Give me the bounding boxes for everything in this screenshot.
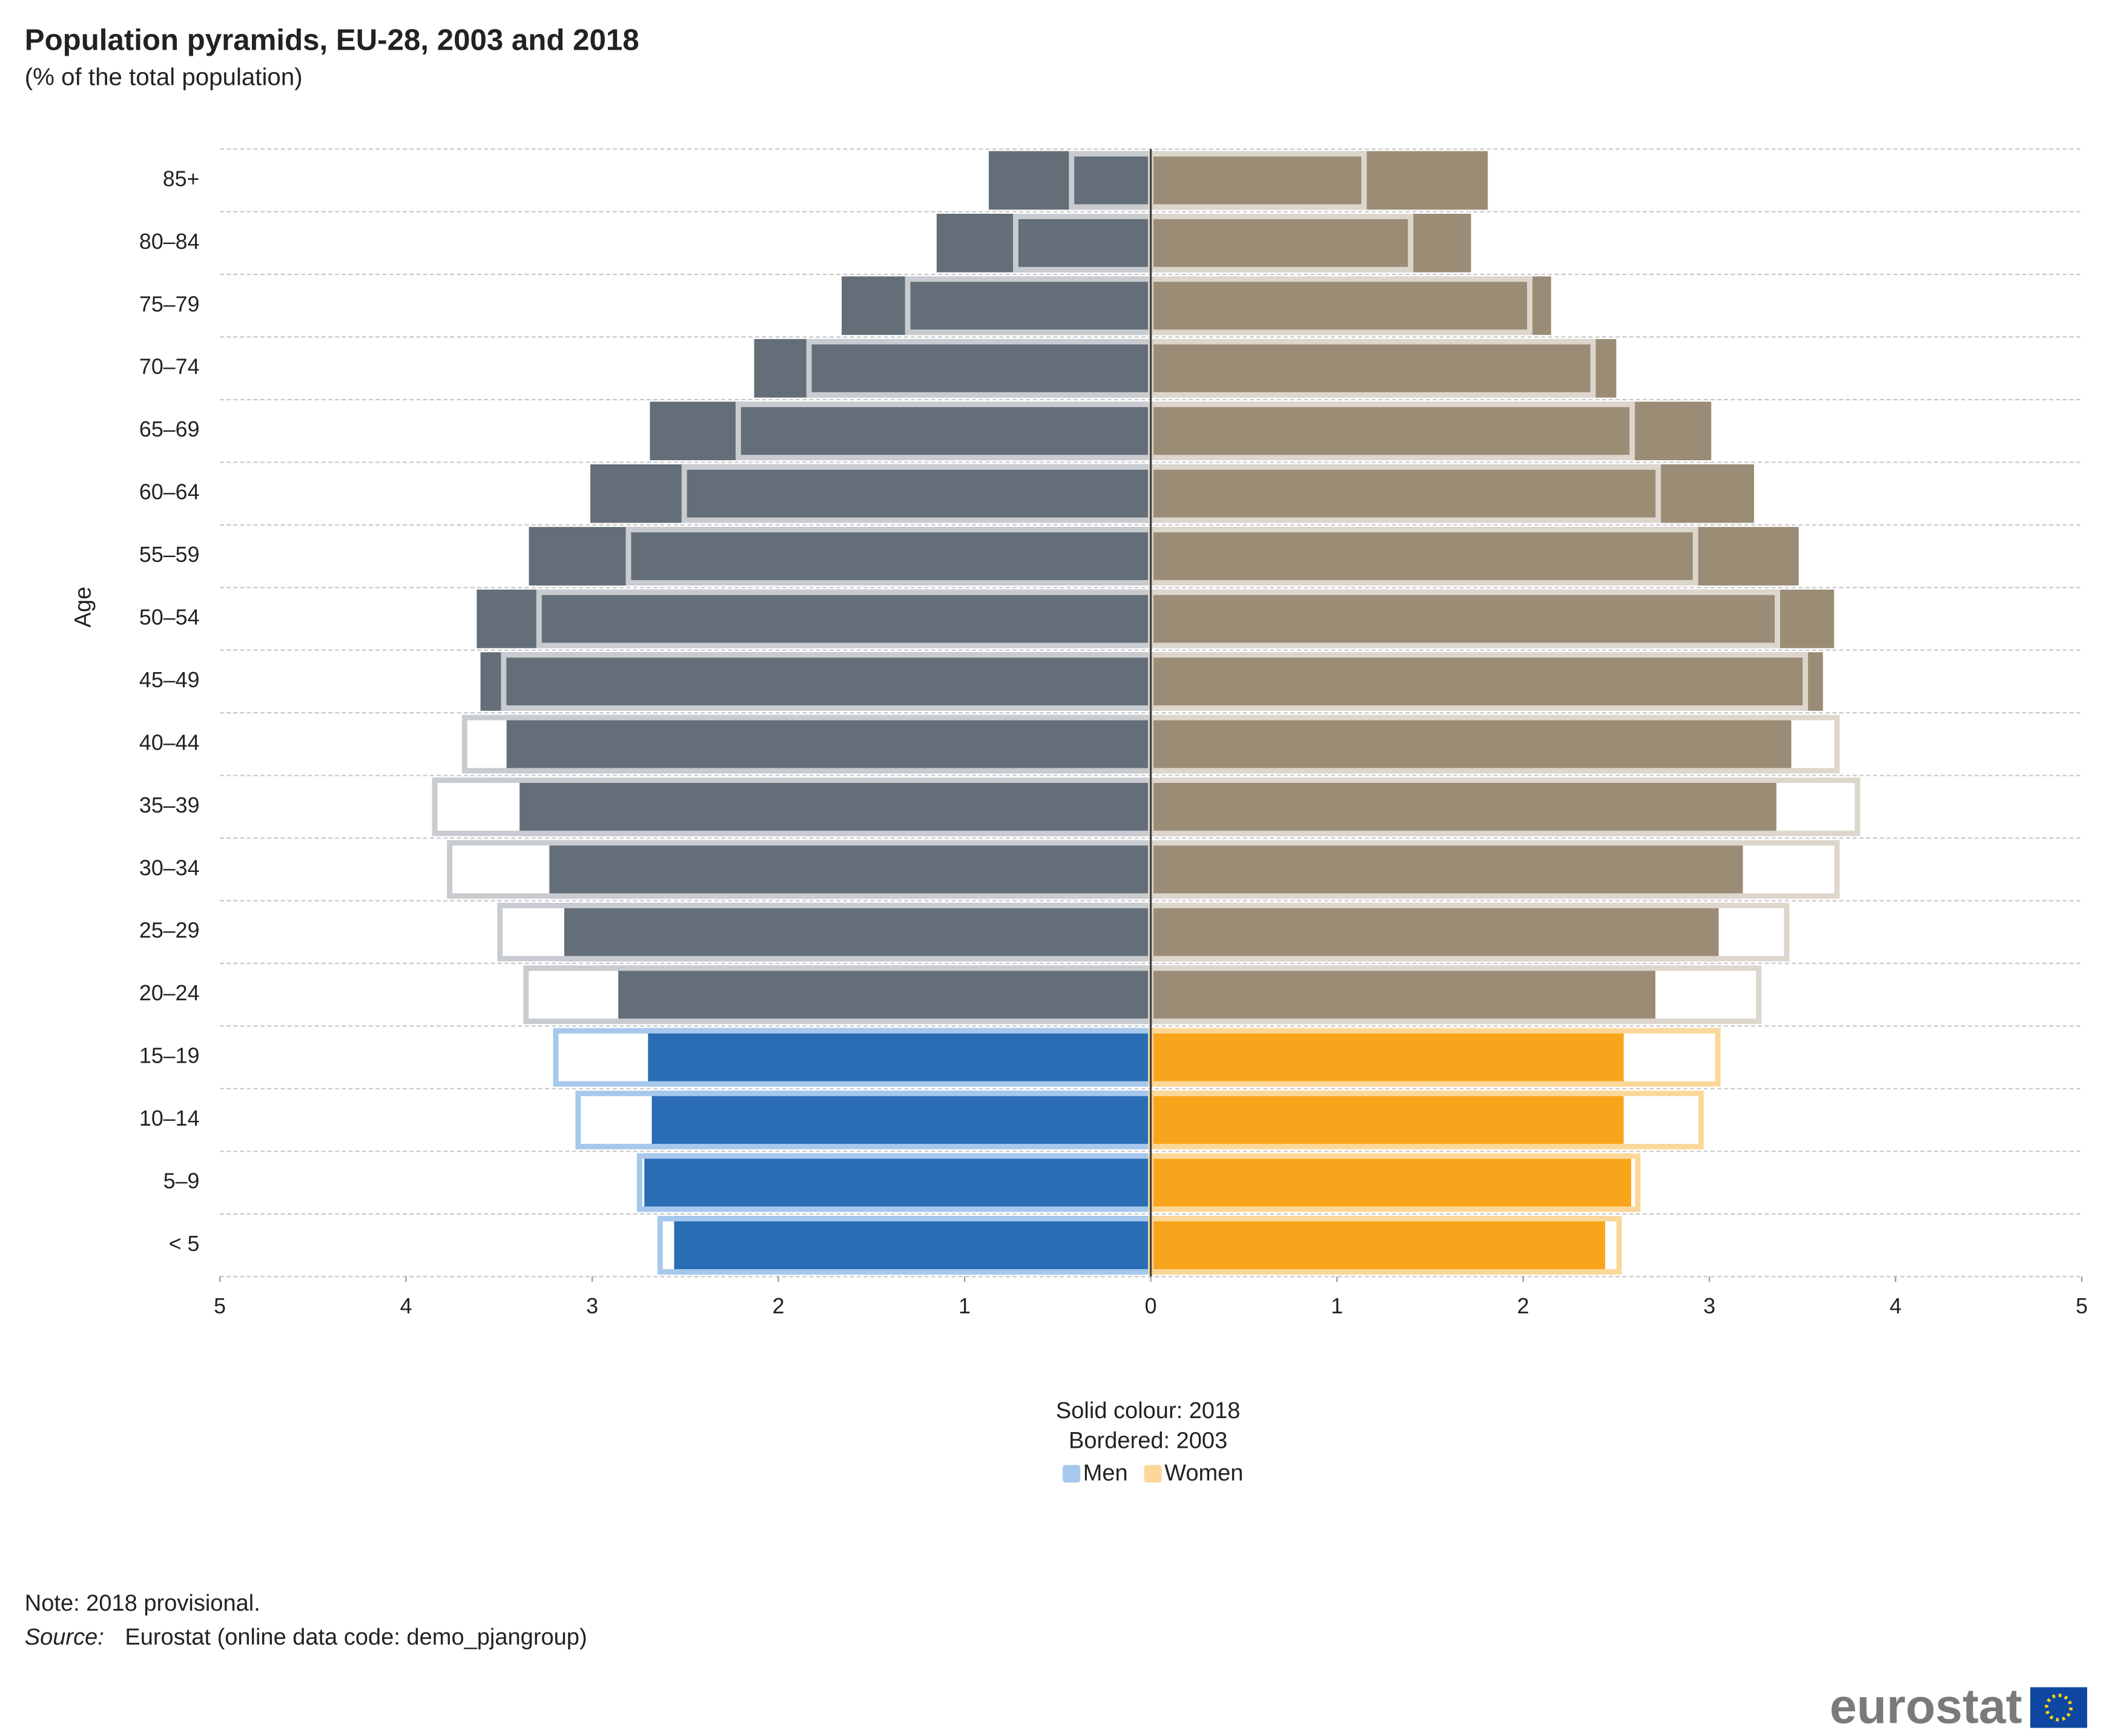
bar-2018 <box>506 715 1151 774</box>
bar-2018 <box>1150 464 1754 523</box>
x-tick-label: 1 <box>958 1294 971 1318</box>
y-tick-label: < 5 <box>169 1232 200 1256</box>
y-tick-label: 75–79 <box>139 292 200 316</box>
bar-2018 <box>674 1216 1151 1275</box>
x-tick-label: 5 <box>2076 1294 2088 1318</box>
source-label: Source: <box>25 1625 104 1650</box>
legend-label: Women <box>1164 1460 1243 1486</box>
legend-swatch <box>1063 1465 1081 1483</box>
bar-2018 <box>754 338 1151 398</box>
y-tick-label: 60–64 <box>139 480 200 504</box>
bar-2018 <box>1150 213 1471 272</box>
chart-subtitle: (% of the total population) <box>25 63 303 90</box>
x-tick-label: 4 <box>1890 1294 1902 1318</box>
bar-2018 <box>650 401 1151 461</box>
x-tick-label: 5 <box>214 1294 226 1318</box>
y-tick-label: 55–59 <box>139 543 200 567</box>
bar-2018 <box>1150 276 1551 335</box>
bar-2018 <box>1150 1153 1632 1212</box>
bar-2018 <box>1150 715 1792 774</box>
bar-2018 <box>1150 338 1617 398</box>
chart-title: Population pyramids, EU-28, 2003 and 201… <box>25 23 639 56</box>
y-tick-label: 65–69 <box>139 417 200 441</box>
x-tick-label: 4 <box>400 1294 412 1318</box>
note: Note: 2018 provisional. <box>25 1591 260 1616</box>
legend-note: Bordered: 2003 <box>1069 1428 1227 1453</box>
bar-2018 <box>477 589 1151 649</box>
x-tick-label: 2 <box>1517 1294 1529 1318</box>
bar-2018 <box>1150 151 1488 210</box>
bar-2018 <box>1150 1028 1624 1087</box>
bar-2018 <box>1150 1216 1605 1275</box>
bar-2018 <box>1150 902 1719 962</box>
y-axis-label: Age <box>70 587 96 628</box>
bar-2018 <box>842 276 1151 335</box>
bar-2018 <box>644 1153 1151 1212</box>
bar-2018 <box>936 213 1151 272</box>
eu-flag <box>2030 1687 2088 1728</box>
bar-2018 <box>1150 527 1799 586</box>
y-tick-label: 5–9 <box>163 1169 200 1193</box>
bar-2018 <box>1150 589 1835 649</box>
bar-2018 <box>519 777 1151 836</box>
bar-2018 <box>1150 1091 1624 1150</box>
y-tick-label: 30–34 <box>139 856 200 880</box>
y-tick-label: 40–44 <box>139 730 200 754</box>
y-tick-label: 25–29 <box>139 919 200 943</box>
x-tick-label: 0 <box>1145 1294 1157 1318</box>
x-tick-label: 3 <box>586 1294 598 1318</box>
bar-2018 <box>618 965 1151 1025</box>
x-tick-label: 3 <box>1703 1294 1715 1318</box>
bar-2018 <box>1150 652 1823 711</box>
legend-swatch <box>1144 1465 1162 1483</box>
y-tick-label: 85+ <box>163 167 200 191</box>
source: Eurostat (online data code: demo_pjangro… <box>125 1625 587 1650</box>
legend-label: Men <box>1083 1460 1128 1486</box>
bar-2018 <box>480 652 1151 711</box>
y-tick-label: 70–74 <box>139 355 200 379</box>
x-tick-label: 2 <box>773 1294 785 1318</box>
y-tick-label: 80–84 <box>139 229 200 254</box>
y-tick-label: 45–49 <box>139 668 200 692</box>
bar-2018 <box>1150 401 1712 461</box>
x-tick-label: 1 <box>1331 1294 1343 1318</box>
bar-2018 <box>564 902 1151 962</box>
y-tick-label: 15–19 <box>139 1044 200 1068</box>
y-tick-label: 10–14 <box>139 1106 200 1130</box>
bar-2018 <box>529 527 1151 586</box>
y-tick-label: 35–39 <box>139 793 200 817</box>
bar-2018 <box>590 464 1151 523</box>
eu-stars <box>2045 1694 2073 1721</box>
bar-2018 <box>1150 965 1655 1025</box>
bar-2018 <box>1150 777 1776 836</box>
logo-text: eurostat <box>1830 1680 2022 1734</box>
y-tick-label: 20–24 <box>139 981 200 1005</box>
y-tick-label: 50–54 <box>139 606 200 630</box>
bar-2018 <box>648 1028 1151 1087</box>
bar-2018 <box>1150 840 1743 899</box>
bar-2018 <box>651 1091 1151 1150</box>
legend-note: Solid colour: 2018 <box>1056 1398 1240 1424</box>
bar-2018 <box>549 840 1151 899</box>
